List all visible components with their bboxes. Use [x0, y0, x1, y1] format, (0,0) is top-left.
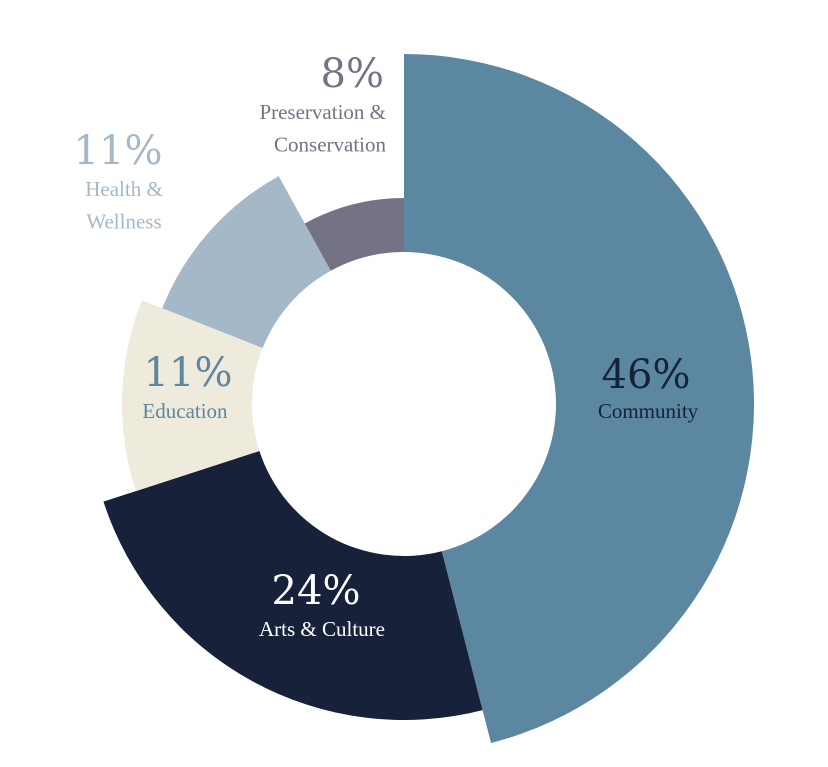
value-label-community: 46% [602, 352, 691, 398]
category-label-health-and-wellness: Health & Wellness [85, 177, 163, 234]
slice-community [404, 54, 755, 744]
value-label-arts-and-culture: 24% [272, 568, 361, 614]
category-label-community: Community [598, 399, 699, 423]
category-label-education: Education [142, 399, 228, 423]
slice-preservation-and-conservation [304, 198, 404, 271]
value-label-education: 11% [144, 350, 233, 396]
slice-arts-and-culture [103, 450, 483, 720]
slice-education [122, 300, 263, 492]
category-label-arts-and-culture: Arts & Culture [259, 617, 385, 641]
category-label-preservation-and-conservation: Preservation & Conservation [259, 100, 386, 157]
value-label-preservation-and-conservation: 8% [321, 51, 384, 97]
slice-health-and-wellness [162, 176, 331, 349]
value-label-health-and-wellness: 11% [74, 128, 163, 174]
